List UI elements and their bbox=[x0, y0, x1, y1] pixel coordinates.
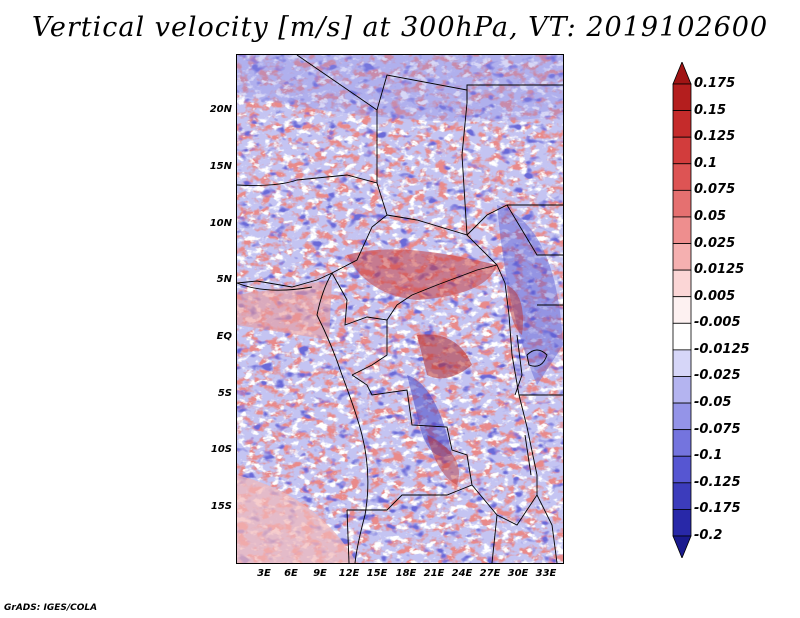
plot-title: Vertical velocity [m/s] at 300hPa, VT: 2… bbox=[31, 12, 769, 43]
colorbar-segment bbox=[672, 189, 692, 218]
colorbar-tick-label: 0.0125 bbox=[694, 262, 745, 278]
colorbar-tick-label: 0.025 bbox=[694, 235, 736, 251]
colorbar-max-triangle bbox=[672, 62, 692, 85]
colorbar-segment bbox=[672, 136, 692, 165]
lat-label-eq: EQ bbox=[216, 331, 232, 342]
car-border bbox=[386, 214, 498, 266]
atlantic-coastline bbox=[316, 272, 369, 563]
colorbar-tick-label: 0.15 bbox=[694, 102, 727, 118]
lat-label-15s: 15S bbox=[210, 501, 232, 512]
lon-label-3e: 3E bbox=[257, 568, 271, 579]
namibia-border bbox=[346, 509, 350, 563]
congo-strong-negative bbox=[407, 375, 452, 457]
colorbar-tick-label: -0.175 bbox=[694, 501, 741, 517]
sudan-south-border bbox=[466, 204, 563, 236]
gulf-positive-region bbox=[237, 280, 332, 340]
lon-label-27e: 27E bbox=[479, 568, 501, 579]
drc-east-border bbox=[504, 282, 538, 476]
lon-label-18e: 18E bbox=[395, 568, 417, 579]
colorbar-graphic bbox=[672, 62, 692, 558]
colorbar-tick-label: 0.005 bbox=[694, 288, 736, 304]
colorbar-segment bbox=[672, 509, 692, 537]
lake-malawi bbox=[524, 434, 532, 476]
political-boundaries bbox=[237, 55, 563, 563]
lon-label-9e: 9E bbox=[313, 568, 327, 579]
lake-victoria bbox=[526, 349, 548, 367]
lon-label-33e: 33E bbox=[535, 568, 557, 579]
colorbar-tick-label: -0.0125 bbox=[694, 341, 750, 357]
colorbar-tick-label: -0.2 bbox=[694, 528, 723, 543]
drc-north-border bbox=[411, 264, 506, 296]
colorbar-segment bbox=[672, 349, 692, 377]
lon-label-15e: 15E bbox=[366, 568, 388, 579]
congo-strong-positive bbox=[417, 334, 472, 379]
lake-tanganyika bbox=[514, 334, 523, 396]
colorbar-segment bbox=[672, 429, 692, 457]
colorbar-tick-label: 0.175 bbox=[694, 76, 736, 91]
botswana-border bbox=[491, 514, 498, 563]
colorbar-segment bbox=[672, 163, 692, 191]
lake-region-positive bbox=[507, 285, 523, 335]
colorbar-segment bbox=[672, 216, 692, 244]
lon-label-12e: 12E bbox=[338, 568, 360, 579]
colorbar-tick-label: -0.125 bbox=[694, 474, 741, 490]
colorbar-segment bbox=[672, 402, 692, 431]
colorbar-tick-label: 0.05 bbox=[694, 208, 727, 224]
lat-label-20n: 20N bbox=[209, 104, 232, 115]
lat-label-10s: 10S bbox=[210, 444, 232, 455]
colorbar-tick-label: 0.1 bbox=[694, 155, 718, 171]
map-canvas bbox=[237, 55, 563, 563]
colorbar-segment bbox=[672, 296, 692, 324]
mozambique-border bbox=[536, 494, 558, 563]
zambia-zimbabwe-border bbox=[471, 475, 538, 526]
lon-label-21e: 21E bbox=[423, 568, 445, 579]
vertical-velocity-map bbox=[236, 54, 564, 564]
chad-sudan-border bbox=[461, 102, 468, 236]
colorbar-segment bbox=[672, 376, 692, 404]
colorbar-tick-label: -0.025 bbox=[694, 368, 741, 384]
angola-south-border bbox=[347, 484, 473, 511]
east-africa-negative bbox=[497, 205, 563, 385]
colorbar-segment bbox=[672, 322, 692, 351]
lat-label-5n: 5N bbox=[216, 274, 232, 285]
ethiopia-border bbox=[506, 204, 563, 256]
colorbar-tick-label: -0.005 bbox=[694, 315, 741, 331]
gulf-of-guinea-coast bbox=[237, 282, 313, 291]
colorbar-segment bbox=[672, 243, 692, 271]
west-africa-boundary bbox=[237, 174, 388, 288]
lat-label-10n: 10N bbox=[209, 218, 232, 229]
colorbar-segment bbox=[672, 482, 692, 510]
colorbar-segment bbox=[672, 83, 692, 111]
colorbar-min-triangle bbox=[672, 535, 692, 558]
egypt-border bbox=[466, 84, 563, 103]
congo-gabon-border bbox=[351, 320, 388, 376]
colorbar-segment bbox=[672, 110, 692, 138]
lon-label-30e: 30E bbox=[507, 568, 529, 579]
angola-drc-border bbox=[351, 374, 473, 486]
colorbar-tick-label: -0.05 bbox=[694, 395, 732, 411]
cameroon-border bbox=[331, 272, 413, 326]
colorbar-segment bbox=[672, 269, 692, 298]
colorbar-tick-label: -0.075 bbox=[694, 421, 741, 437]
central-africa-strong-positive bbox=[347, 249, 497, 300]
grads-credit: GrADS: IGES/COLA bbox=[4, 603, 98, 613]
colorbar-tick-label: 0.125 bbox=[694, 129, 736, 145]
lon-label-6e: 6E bbox=[284, 568, 298, 579]
lon-label-24e: 24E bbox=[451, 568, 473, 579]
lat-label-15n: 15N bbox=[209, 161, 232, 172]
colorbar bbox=[672, 62, 692, 558]
zambia-positive bbox=[427, 435, 459, 485]
lat-label-5s: 5S bbox=[217, 388, 232, 399]
colorbar-segment bbox=[672, 455, 692, 484]
sahara-negative bbox=[237, 55, 563, 122]
southwest-positive-region bbox=[237, 475, 357, 563]
colorbar-tick-label: -0.1 bbox=[694, 448, 723, 464]
colorbar-tick-label: 0.075 bbox=[694, 182, 736, 198]
